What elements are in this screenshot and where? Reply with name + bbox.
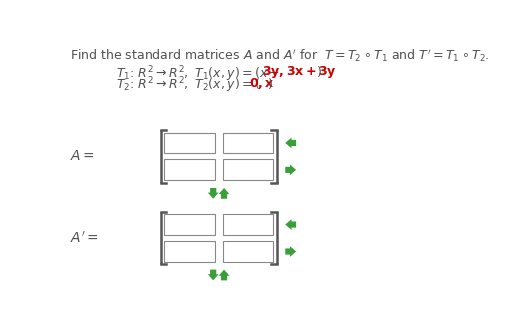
Text: $A =$: $A =$ xyxy=(70,149,95,163)
Polygon shape xyxy=(208,270,219,280)
Text: Find the standard matrices $A$ and $A'$ for  $T = T_2 \circ T_1$ and $T' = T_1 \: Find the standard matrices $A$ and $A'$ … xyxy=(70,47,489,64)
Polygon shape xyxy=(208,188,219,199)
Text: $T_2\colon$ $R^2 \rightarrow R^2,$ $T_2(x, y) = ($: $T_2\colon$ $R^2 \rightarrow R^2,$ $T_2(… xyxy=(117,75,261,95)
Text: $\mathbf{3y, 3x + 3y}$: $\mathbf{3y, 3x + 3y}$ xyxy=(262,64,337,80)
Text: $\mathbf{0, x}$: $\mathbf{0, x}$ xyxy=(249,75,275,91)
Bar xyxy=(222,133,273,153)
Polygon shape xyxy=(219,188,230,199)
Text: $A' =$: $A' =$ xyxy=(70,230,99,246)
Bar xyxy=(164,133,215,153)
Polygon shape xyxy=(285,246,296,257)
Text: $T_1\colon$ $R^2 \rightarrow R^2,$ $T_1(x, y) = (x -$: $T_1\colon$ $R^2 \rightarrow R^2,$ $T_1(… xyxy=(117,64,284,84)
Bar xyxy=(222,241,273,262)
Polygon shape xyxy=(285,164,296,175)
Polygon shape xyxy=(285,219,296,230)
Text: $)$: $)$ xyxy=(267,75,273,91)
Polygon shape xyxy=(219,270,230,280)
Bar xyxy=(164,241,215,262)
Text: $)$: $)$ xyxy=(316,64,322,79)
Bar xyxy=(164,214,215,235)
Bar xyxy=(222,159,273,180)
Bar xyxy=(222,214,273,235)
Bar xyxy=(164,159,215,180)
Polygon shape xyxy=(285,137,296,148)
